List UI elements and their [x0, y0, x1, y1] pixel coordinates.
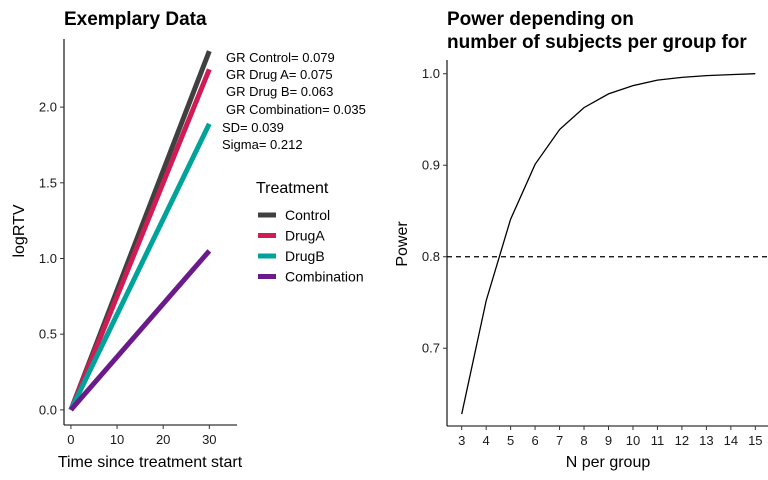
left-series-group — [68, 50, 212, 412]
right-axes: 0.7 0.8 0.9 1.0 3 4 5 6 7 8 9 10 11 12 13 14 15 — [422, 60, 768, 448]
left-chart: Exemplary Data 0.0 0.5 1.0 1.5 2.0 0 10 20 30 GR… — [11, 9, 366, 471]
right-x-tick-label: 7 — [556, 433, 563, 448]
annotation-text: GR Control= 0.079 — [226, 50, 335, 65]
right-x-tick-label: 10 — [626, 433, 640, 448]
right-y-tick-label: 0.9 — [422, 158, 440, 173]
legend-label-druga: DrugA — [285, 228, 325, 244]
right-x-axis-title: N per group — [566, 454, 651, 471]
legend-label-drugb: DrugB — [285, 248, 325, 264]
left-y-tick-label: 1.5 — [39, 175, 57, 190]
left-x-tick-label: 30 — [202, 432, 216, 447]
left-x-tick-label: 0 — [67, 432, 74, 447]
right-chart-title: Power depending on — [447, 9, 634, 30]
left-chart-title: Exemplary Data — [64, 9, 207, 30]
right-y-tick-label: 0.8 — [422, 249, 440, 264]
annotation-text: GR Drug A= 0.075 — [226, 67, 333, 82]
annotation-text: SD= 0.039 — [222, 120, 284, 135]
right-x-tick-label: 13 — [699, 433, 713, 448]
left-x-tick-label: 20 — [156, 432, 170, 447]
left-y-tick-label: 0.0 — [39, 402, 57, 417]
left-annotations: GR Control= 0.079 GR Drug A= 0.075 GR Drug… — [222, 50, 366, 152]
right-y-axis-title: Power — [394, 221, 411, 267]
right-x-tick-label: 11 — [651, 433, 665, 448]
left-y-axis-title: logRTV — [11, 204, 28, 257]
right-x-tick-label: 8 — [580, 433, 587, 448]
right-x-tick-label: 15 — [748, 433, 762, 448]
right-chart-title-line2: number of subjects per group for — [447, 32, 747, 53]
series-line-druga — [68, 68, 212, 411]
right-y-tick-label: 1.0 — [422, 66, 440, 81]
series-line-drugb — [68, 122, 212, 411]
legend-label-combination: Combination — [285, 269, 364, 285]
annotation-text: GR Drug B= 0.063 — [226, 84, 333, 99]
right-chart: Power depending on number of subjects pe… — [394, 9, 768, 471]
left-axes: 0.0 0.5 1.0 1.5 2.0 0 10 20 30 — [39, 39, 237, 447]
legend-label-control: Control — [285, 207, 330, 223]
annotation-text: Sigma= 0.212 — [222, 137, 303, 152]
left-x-tick-label: 10 — [110, 432, 124, 447]
left-y-tick-label: 2.0 — [39, 100, 57, 115]
right-x-tick-label: 6 — [531, 433, 538, 448]
right-x-tick-label: 3 — [458, 433, 465, 448]
series-line-combination — [69, 249, 212, 412]
annotation-text: GR Combination= 0.035 — [226, 102, 366, 117]
power-curve-line — [461, 73, 756, 415]
left-x-axis-title: Time since treatment start — [58, 454, 243, 471]
right-x-tick-label: 12 — [675, 433, 689, 448]
right-y-tick-label: 0.7 — [422, 341, 440, 356]
right-x-tick-label: 9 — [605, 433, 612, 448]
legend: Treatment Control DrugA DrugB Combination — [256, 180, 364, 285]
right-x-tick-label: 4 — [483, 433, 490, 448]
right-series-group — [447, 73, 768, 415]
left-y-tick-label: 1.0 — [39, 251, 57, 266]
right-x-tick-label: 5 — [507, 433, 514, 448]
right-x-tick-label: 14 — [724, 433, 738, 448]
left-y-tick-label: 0.5 — [39, 327, 57, 342]
legend-title: Treatment — [256, 180, 329, 197]
